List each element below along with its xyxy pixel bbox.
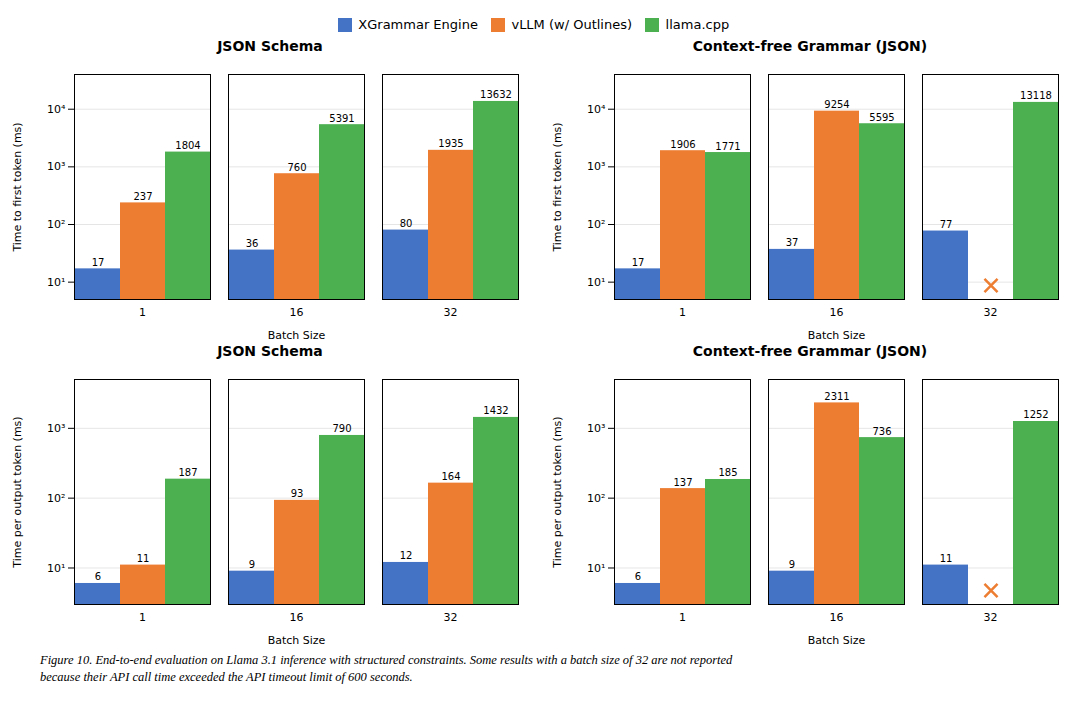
svg-text:1: 1 (679, 306, 686, 319)
svg-text:9254: 9254 (824, 99, 849, 110)
svg-text:790: 790 (332, 423, 351, 434)
svg-text:93: 93 (291, 488, 304, 499)
svg-text:1804: 1804 (175, 140, 200, 151)
svg-text:37: 37 (786, 237, 799, 248)
svg-text:Batch Size: Batch Size (268, 329, 326, 342)
svg-text:16: 16 (830, 611, 844, 624)
svg-text:9: 9 (789, 559, 795, 570)
html-text:XGrammar Engine: XGrammar Engine (358, 17, 478, 32)
svg-text:10³: 10³ (47, 422, 65, 435)
svg-text:Batch Size: Batch Size (808, 634, 866, 647)
svg-text:1: 1 (679, 611, 686, 624)
svg-text:5391: 5391 (329, 113, 354, 124)
html-text:Figure 10. End-to-end evaluati: Figure 10. End-to-end evaluation on Llam… (40, 653, 733, 667)
svg-text:6: 6 (635, 571, 641, 582)
html-text:vLLM (w/ Outlines): vLLM (w/ Outlines) (511, 17, 633, 32)
html-text:JSON Schema: JSON Schema (217, 343, 323, 359)
svg-text:10¹: 10¹ (47, 562, 65, 575)
svg-text:237: 237 (133, 191, 152, 202)
svg-text:9: 9 (249, 559, 255, 570)
svg-text:1771: 1771 (715, 141, 740, 152)
svg-text:164: 164 (441, 471, 460, 482)
svg-text:10²: 10² (47, 218, 65, 231)
html-text:Context-free Grammar (JSON): Context-free Grammar (JSON) (692, 38, 928, 54)
svg-text:2311: 2311 (824, 391, 849, 402)
svg-text:1: 1 (139, 611, 146, 624)
svg-text:17: 17 (632, 257, 645, 268)
svg-text:760: 760 (287, 162, 306, 173)
svg-text:32: 32 (444, 611, 458, 624)
html-text:llama.cpp: llama.cpp (665, 17, 730, 32)
svg-text:10¹: 10¹ (47, 276, 65, 289)
svg-text:10⁴: 10⁴ (47, 103, 66, 116)
svg-text:17: 17 (92, 257, 105, 268)
svg-text:1: 1 (139, 306, 146, 319)
svg-text:5595: 5595 (869, 112, 894, 123)
svg-text:11: 11 (137, 553, 150, 564)
svg-text:Time per output token (ms): Time per output token (ms) (11, 416, 24, 568)
svg-text:32: 32 (984, 611, 998, 624)
svg-text:736: 736 (872, 426, 891, 437)
svg-text:6: 6 (95, 571, 101, 582)
svg-text:1935: 1935 (438, 138, 463, 149)
svg-text:16: 16 (290, 306, 304, 319)
svg-text:187: 187 (178, 467, 197, 478)
svg-text:185: 185 (718, 467, 737, 478)
svg-text:80: 80 (400, 218, 413, 229)
svg-text:1906: 1906 (670, 139, 695, 150)
svg-text:13118: 13118 (1020, 90, 1052, 101)
svg-text:10²: 10² (47, 492, 65, 505)
svg-text:Time per output token (ms): Time per output token (ms) (551, 416, 564, 568)
svg-text:10³: 10³ (587, 422, 605, 435)
svg-text:10³: 10³ (587, 160, 605, 173)
svg-text:32: 32 (444, 306, 458, 319)
svg-text:1432: 1432 (483, 405, 508, 416)
svg-text:77: 77 (940, 219, 953, 230)
html-text:Context-free Grammar (JSON): Context-free Grammar (JSON) (692, 343, 928, 359)
svg-text:10²: 10² (587, 492, 605, 505)
svg-text:32: 32 (984, 306, 998, 319)
svg-text:Batch Size: Batch Size (268, 634, 326, 647)
svg-text:13632: 13632 (480, 89, 512, 100)
svg-text:36: 36 (246, 238, 259, 249)
svg-text:Time to first token (ms): Time to first token (ms) (551, 122, 564, 252)
svg-text:Time to first token (ms): Time to first token (ms) (11, 122, 24, 252)
svg-text:Batch Size: Batch Size (808, 329, 866, 342)
svg-text:10⁴: 10⁴ (587, 103, 606, 116)
svg-text:16: 16 (830, 306, 844, 319)
svg-text:10¹: 10¹ (587, 562, 605, 575)
svg-text:10²: 10² (587, 218, 605, 231)
svg-text:11: 11 (940, 553, 953, 564)
html-text:because their API call time ex: because their API call time exceeded the… (40, 670, 413, 684)
svg-text:10¹: 10¹ (587, 276, 605, 289)
svg-text:16: 16 (290, 611, 304, 624)
html-text:JSON Schema: JSON Schema (217, 38, 323, 54)
svg-text:10³: 10³ (47, 160, 65, 173)
svg-text:12: 12 (400, 550, 413, 561)
svg-text:1252: 1252 (1023, 409, 1048, 420)
svg-text:137: 137 (673, 477, 692, 488)
